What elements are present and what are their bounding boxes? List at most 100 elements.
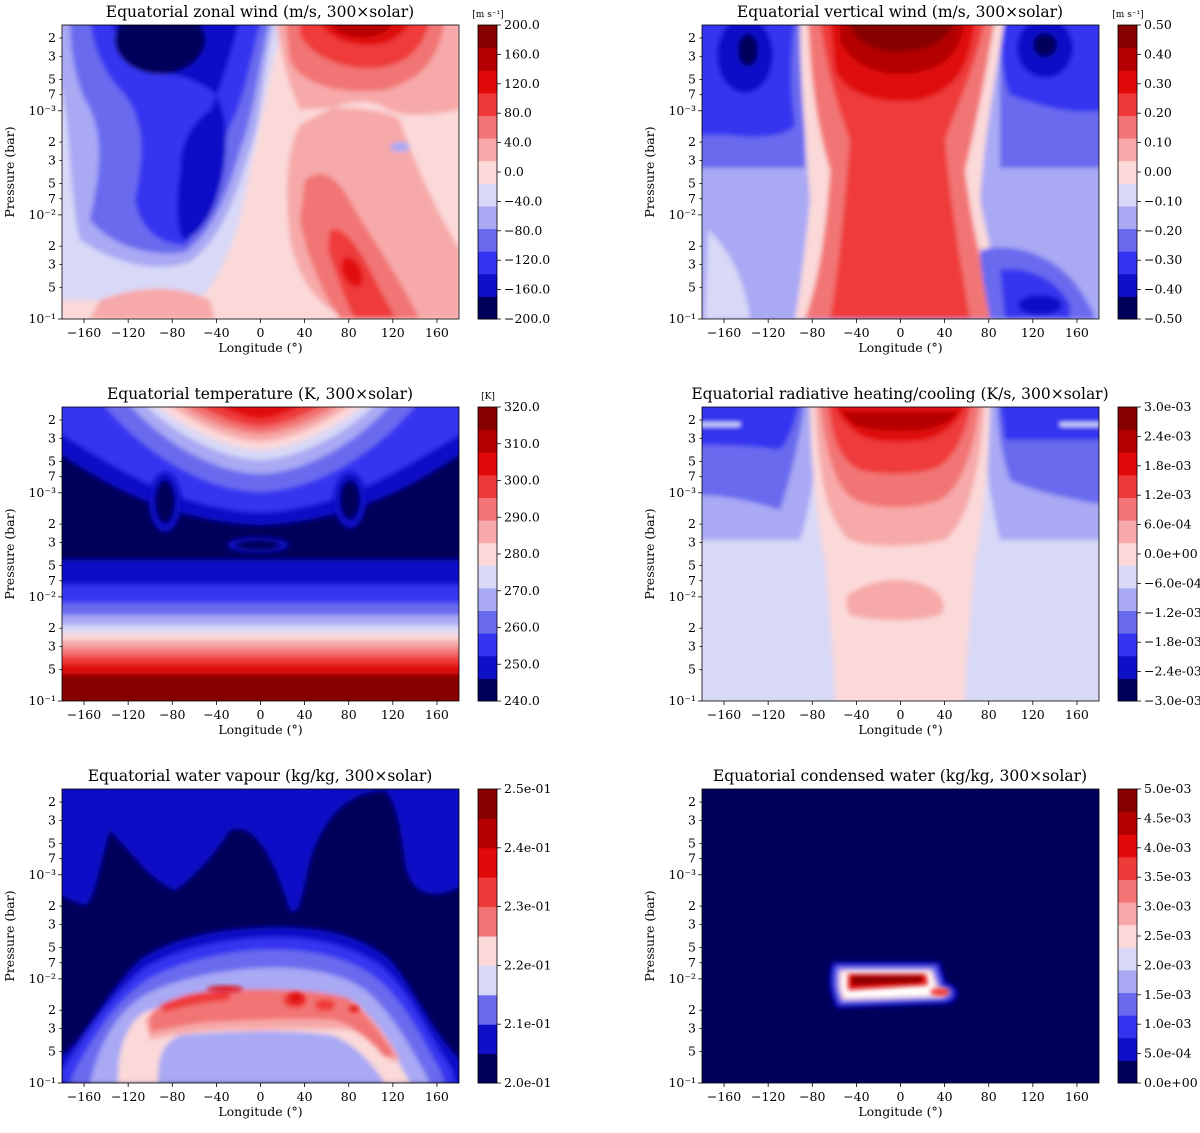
y-tick-label: 5 [688, 835, 696, 850]
colorbar: 0.50 0.40 0.30 0.20 0.10 0.00 −0.10 −0.20 −0.30 −… [1112, 10, 1182, 326]
colorbar-band [478, 655, 497, 679]
colorbar-tick-label: −1.2e-03 [1144, 605, 1200, 620]
colorbar-tick-label: −1.8e-03 [1144, 634, 1200, 649]
colorbar-band [478, 965, 497, 996]
colorbar-tick-label: 2.2e-01 [504, 957, 551, 972]
y-tick-label: 3 [48, 916, 56, 931]
contour-field [62, 789, 459, 1083]
y-axis-label: Pressure (bar) [642, 890, 657, 981]
colorbar-band [478, 497, 497, 521]
x-tick-label: −80 [159, 325, 185, 340]
y-tick-label: 10⁻³ [668, 485, 696, 500]
y-tick-label: 10⁻¹ [668, 693, 696, 708]
colorbar-tick-label: 310.0 [504, 436, 540, 451]
colorbar-band [478, 678, 497, 702]
colorbar-tick-label: 1.2e-03 [1144, 487, 1191, 502]
y-tick-label: 10⁻³ [668, 867, 696, 882]
colorbar-tick-label: 0.30 [1144, 76, 1172, 91]
colorbar-band [1118, 1060, 1137, 1084]
x-tick-label: 0 [257, 325, 265, 340]
y-tick-label: 7 [688, 955, 696, 970]
colorbar-tick-label: 2.5e-01 [504, 781, 551, 796]
y-tick-label: 5 [688, 176, 696, 191]
colorbar-tick-label: −40.0 [504, 193, 542, 208]
colorbar-band [1118, 902, 1137, 926]
y-tick-label: 2 [688, 30, 696, 45]
y-tick-label: 10⁻³ [28, 103, 56, 118]
colorbar-band [1118, 138, 1137, 162]
colorbar-band [1118, 811, 1137, 835]
colorbar-band [1118, 228, 1137, 252]
colorbar-band [478, 906, 497, 937]
y-tick-label: 7 [48, 191, 56, 206]
colorbar-band [478, 847, 497, 878]
colorbar-band [1118, 856, 1137, 880]
x-tick-label: 120 [1021, 707, 1045, 722]
x-tick-label: −80 [799, 325, 825, 340]
colorbar-tick-label: 5.0e-03 [1144, 781, 1191, 796]
axes: −160 −120 −80 −40 0 40 80 120 160 Longitude (°) 2 3… [2, 788, 460, 1119]
x-tick-label: −120 [111, 707, 145, 722]
colorbar-band [1118, 969, 1137, 994]
y-tick-label: 10⁻¹ [28, 693, 56, 708]
x-tick-label: 40 [297, 325, 313, 340]
colorbar-band [478, 994, 497, 1025]
colorbar-band [478, 228, 497, 252]
colorbar-band [1118, 633, 1137, 657]
panel-title: Equatorial vertical wind (m/s, 300×solar… [737, 3, 1063, 21]
colorbar-band [1118, 429, 1137, 453]
colorbar-tick-label: 0.0e+00 [1144, 546, 1198, 561]
colorbar-band [478, 474, 497, 498]
y-tick-label: 3 [688, 916, 696, 931]
colorbar-tick-label: 4.5e-03 [1144, 810, 1191, 825]
colorbar-tick-label: −120.0 [504, 252, 550, 267]
y-tick-label: 2 [48, 794, 56, 809]
colorbar-tick-label: 240.0 [504, 693, 540, 708]
y-tick-label: 2 [688, 238, 696, 253]
colorbar-tick-label: 270.0 [504, 583, 540, 598]
colorbar-tick-label: −0.20 [1144, 223, 1182, 238]
x-tick-label: −40 [203, 325, 229, 340]
y-tick-label: 5 [48, 835, 56, 850]
x-tick-label: −120 [111, 1089, 145, 1104]
y-tick-label: 10⁻² [28, 589, 56, 604]
y-tick-label: 7 [688, 573, 696, 588]
y-tick-label: 3 [48, 534, 56, 549]
colorbar-tick-label: −0.50 [1144, 311, 1182, 326]
y-tick-label: 10⁻² [28, 207, 56, 222]
colorbar-band [478, 789, 497, 819]
colorbar-tick-label: −0.10 [1144, 193, 1182, 208]
colorbar-band [478, 115, 497, 139]
colorbar-band [1118, 1015, 1137, 1039]
x-tick-label: 120 [381, 707, 405, 722]
x-tick-label: −160 [707, 707, 741, 722]
x-tick-label: 160 [1065, 325, 1089, 340]
colorbar-band [478, 47, 497, 71]
x-tick-label: 0 [897, 707, 905, 722]
y-tick-label: 2 [48, 30, 56, 45]
x-axis-label: Longitude (°) [858, 1104, 942, 1119]
x-tick-label: 0 [897, 325, 905, 340]
colorbar: 3.0e-03 2.4e-03 1.8e-03 1.2e-03 6.0e-04 0.0e+… [1117, 399, 1200, 708]
colorbar-tick-label: 3.0e-03 [1144, 899, 1191, 914]
y-tick-label: 3 [48, 152, 56, 167]
colorbar-band [1118, 655, 1137, 679]
x-tick-label: −160 [707, 325, 741, 340]
colorbar-tick-label: 2.0e-03 [1144, 957, 1191, 972]
colorbar-band [478, 1053, 497, 1084]
colorbar-band [478, 565, 497, 589]
colorbar-band [1118, 587, 1137, 612]
y-tick-label: 7 [688, 191, 696, 206]
x-tick-label: 160 [1065, 707, 1089, 722]
x-tick-label: −80 [159, 1089, 185, 1104]
panel-title: Equatorial water vapour (kg/kg, 300×sola… [88, 767, 433, 785]
y-tick-label: 5 [48, 1044, 56, 1059]
x-tick-label: 0 [897, 1089, 905, 1104]
y-axis-label: Pressure (bar) [2, 126, 17, 217]
y-tick-label: 3 [688, 534, 696, 549]
colorbar-band [478, 70, 497, 94]
y-tick-label: 5 [688, 558, 696, 573]
y-tick-label: 7 [48, 87, 56, 102]
colorbar-tick-label: 5.0e-04 [1144, 1046, 1191, 1061]
colorbar-band [1118, 92, 1137, 116]
